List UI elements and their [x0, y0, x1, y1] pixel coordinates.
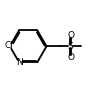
Text: O: O	[67, 31, 74, 40]
Text: Cl: Cl	[5, 41, 14, 50]
Text: S: S	[68, 42, 73, 51]
Text: N: N	[16, 58, 22, 67]
Text: O: O	[67, 53, 74, 62]
